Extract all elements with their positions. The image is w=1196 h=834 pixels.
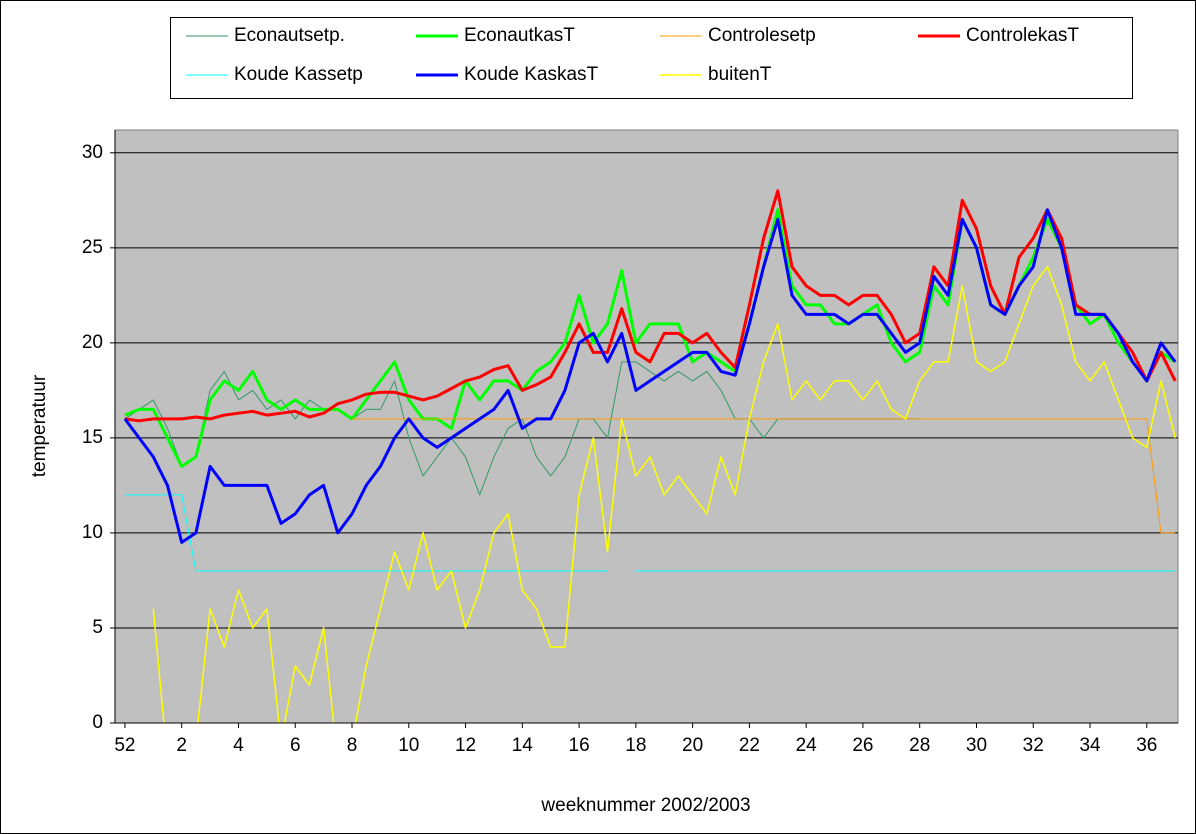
- x-tick-label: 8: [347, 735, 358, 756]
- lines: [123, 189, 1177, 723]
- x-tick-label: 2: [176, 735, 187, 756]
- x-tick-label: 30: [966, 735, 987, 756]
- legend-label: Koude Kassetp: [234, 64, 363, 85]
- x-tick-label: 12: [455, 735, 476, 756]
- x-tick-label: 22: [739, 735, 760, 756]
- legend-label: ControlekasT: [966, 25, 1079, 46]
- legend-label: Econautsetp.: [234, 25, 345, 46]
- legend-box: [170, 17, 1133, 99]
- x-tick-label: 28: [909, 735, 930, 756]
- x-tick-label: 4: [233, 735, 244, 756]
- x-tick-label: 26: [852, 735, 873, 756]
- x-tick-label: 18: [625, 735, 646, 756]
- x-tick-label: 6: [290, 735, 301, 756]
- y-tick-label: 30: [82, 142, 103, 163]
- y-tick-label: 10: [82, 522, 103, 543]
- y-tick-label: 20: [82, 332, 103, 353]
- x-tick-label: 14: [512, 735, 534, 756]
- legend-label: Controlesetp: [708, 25, 816, 46]
- legend-label: Koude KaskasT: [464, 64, 599, 85]
- y-axis-label: temperatuur: [29, 374, 50, 477]
- x-tick-label: 36: [1136, 735, 1157, 756]
- y-tick-label: 25: [82, 237, 103, 258]
- grid: [115, 152, 1178, 724]
- y-tick-label: 5: [92, 617, 103, 638]
- x-tick-label: 16: [569, 735, 590, 756]
- legend-label: buitenT: [708, 64, 772, 85]
- y-tick-label: 15: [82, 427, 103, 448]
- x-tick-label: 52: [114, 735, 135, 756]
- legend-label: EconautkasT: [464, 25, 575, 46]
- x-tick-label: 20: [682, 735, 703, 756]
- x-axis-label: weeknummer 2002/2003: [540, 795, 750, 816]
- series-line: [124, 189, 1177, 423]
- x-tick-label: 32: [1023, 735, 1044, 756]
- x-tick-label: 10: [398, 735, 419, 756]
- series-line: [352, 418, 1176, 534]
- series-line: [152, 266, 1176, 723]
- series-line: [124, 494, 1176, 572]
- x-tick-label: 34: [1079, 735, 1101, 756]
- y-tick-label: 0: [92, 712, 103, 733]
- plot-area: [114, 129, 1179, 724]
- series-line: [123, 208, 1177, 544]
- x-tick-label: 24: [796, 735, 818, 756]
